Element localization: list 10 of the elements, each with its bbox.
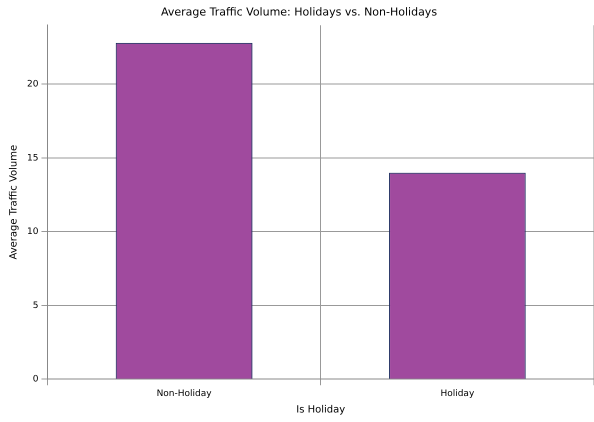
y-tick-label: 10 — [27, 227, 39, 238]
y-axis-title: Average Traffic Volume — [8, 144, 20, 260]
x-tick-label: Non-Holiday — [156, 388, 212, 399]
y-tick-label: 5 — [32, 300, 38, 311]
chart-title: Average Traffic Volume: Holidays vs. Non-Holidays — [160, 5, 438, 18]
y-tick-label: 15 — [27, 153, 38, 164]
y-tick-label: 0 — [32, 374, 39, 385]
x-tick-label: Holiday — [440, 388, 475, 399]
y-tick-label: 20 — [27, 80, 39, 90]
x-axis-title: Is Holiday — [296, 404, 346, 416]
